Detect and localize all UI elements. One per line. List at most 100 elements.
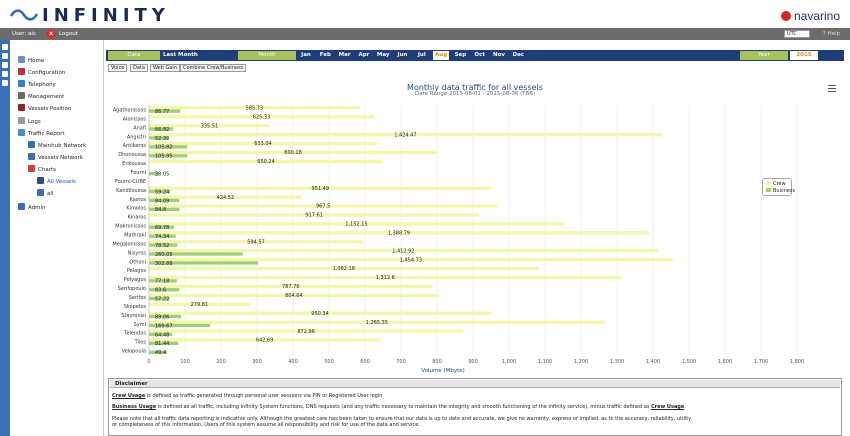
side-tab-1[interactable] [2,53,8,59]
category-label: Pelagos [127,268,147,274]
month-may[interactable]: May [376,52,390,58]
month-jan[interactable]: Jan [301,52,311,58]
network-icon [28,141,35,148]
tab-data[interactable]: Data [130,64,148,72]
data-label-crew: 650.24 [257,159,275,165]
tree-item-configuration[interactable]: Configuration [18,68,65,76]
bar-crew [149,231,649,235]
bar-crew [149,266,539,271]
period-selector-bar: Data Last Month Month Jan Feb Mar Apr May Jun… [106,50,844,61]
timezone-select[interactable]: UTC [784,29,810,38]
crew-usage-definition: Crew Usage is defined as traffic generat… [112,393,382,399]
bar-business [149,297,170,301]
month-jun[interactable]: Jun [397,52,408,58]
legend-label-business: Business [773,188,796,194]
category-label: Kandiloussa [116,188,146,194]
category-label: Mathraki [124,232,146,238]
bar-crew [149,302,250,306]
tree-item-telephony[interactable]: Telephony [18,80,56,88]
bar-business [149,279,177,283]
tab-combine-crew-business[interactable]: Combine Crew/Business [180,64,247,72]
data-label-crew: 1,265.35 [366,320,388,326]
month-sep[interactable]: Sep [454,52,467,58]
bar-business [149,243,178,247]
data-label-crew: 917.61 [305,213,323,219]
bar-crew [149,320,605,324]
category-label: Serifos [129,295,147,301]
side-tab-strip [0,40,10,436]
data-label-crew: 967.5 [316,204,330,210]
data-label-crew: 633.04 [254,141,272,147]
tree-item-all[interactable]: all [37,189,53,197]
tree-label: Home [28,58,45,64]
tree-item-vessels-position[interactable]: Vessels Position [18,104,71,112]
category-label: Skopelos [124,304,147,310]
data-label-business: 77.18 [155,279,169,285]
side-tab-4[interactable] [2,80,8,86]
data-label-business: 169.67 [155,323,173,329]
month-mar[interactable]: Mar [338,52,351,58]
last-month-button[interactable]: Last Month [163,52,198,58]
tree-item-admin[interactable]: Admin [18,203,46,211]
legend-swatch-business [766,188,771,192]
logout-link[interactable]: Logout [59,31,78,37]
data-label-business: 105.82 [155,145,173,151]
brand-name: navarino [793,9,840,23]
x-tick-label: 400 [288,359,298,365]
data-label-crew: 1,082.18 [333,266,355,272]
category-label: Serifopoulo [118,286,146,292]
x-tick-label: 300 [252,359,262,365]
disclaimer-note-line1: Please note that all traffic data report… [112,416,692,422]
bar-business [149,109,181,113]
help-link[interactable]: ? Help [822,31,840,37]
tree-item-logs[interactable]: Logs [18,117,41,125]
side-tab-2[interactable] [2,62,8,68]
disclaimer-panel: Disclaimer Crew Usage is defined as traf… [108,378,842,436]
tree-item-charts[interactable]: Charts [28,165,56,173]
category-label: Makronissos [115,224,146,230]
month-apr[interactable]: Apr [358,52,370,58]
chart-menu-icon[interactable] [828,85,836,92]
side-tab-3[interactable] [2,71,8,77]
bar-crew [149,159,384,164]
month-nov[interactable]: Nov [493,52,505,58]
tree-item-mainhub-network[interactable]: Mainhub Network [28,141,86,149]
side-tab-hide[interactable] [2,44,8,50]
tree-item-management[interactable]: Management [18,92,64,100]
month-feb[interactable]: Feb [319,52,331,58]
category-label: Velopoula [122,349,146,355]
category-label: Erikoussa [122,161,146,167]
tree-item-traffic-report[interactable]: Traffic Report [18,129,65,137]
tree-label: Vessels Position [28,106,72,112]
data-period-label: Data [108,51,160,60]
data-label-business: 52.39 [155,136,169,142]
legend-item-crew[interactable]: Crew [766,181,786,187]
business-usage-term: Business Usage [112,404,157,410]
tab-web-gain[interactable]: Web Gain [150,64,180,72]
logout-icon[interactable]: ✕ [46,29,56,39]
legend-item-business[interactable]: Business [766,188,795,194]
month-jul[interactable]: Jul [417,52,426,58]
bar-crew [149,141,377,146]
category-label: Polyagos [124,277,147,283]
data-label-crew: 1,412.92 [392,248,414,254]
tab-voice[interactable]: Voice [108,64,128,72]
month-dec[interactable]: Dec [512,52,525,58]
year-select[interactable]: 2015 [790,51,818,60]
bar-business [149,234,176,238]
tree-item-vessels-network[interactable]: Vessels Network [28,153,83,161]
month-aug[interactable]: Aug [433,51,450,60]
app-logo-text: INFINITY [42,5,170,26]
x-tick-label: 1,200 [574,359,588,365]
data-label-crew: 335.51 [201,123,219,129]
data-label-crew: 642.69 [256,338,274,344]
month-oct[interactable]: Oct [474,52,485,58]
data-label-crew: 1,424.47 [394,132,416,138]
tree-item-all-vessels[interactable]: All Vessels [37,177,76,185]
tree-item-home[interactable]: Home [18,56,44,64]
x-tick-label: 1,800 [790,359,804,365]
tree-label: Admin [28,205,46,211]
bar-business [149,341,179,345]
user-bar: User: aic ✕ Logout UTC ? Help [0,28,850,40]
bar-business [149,127,174,131]
